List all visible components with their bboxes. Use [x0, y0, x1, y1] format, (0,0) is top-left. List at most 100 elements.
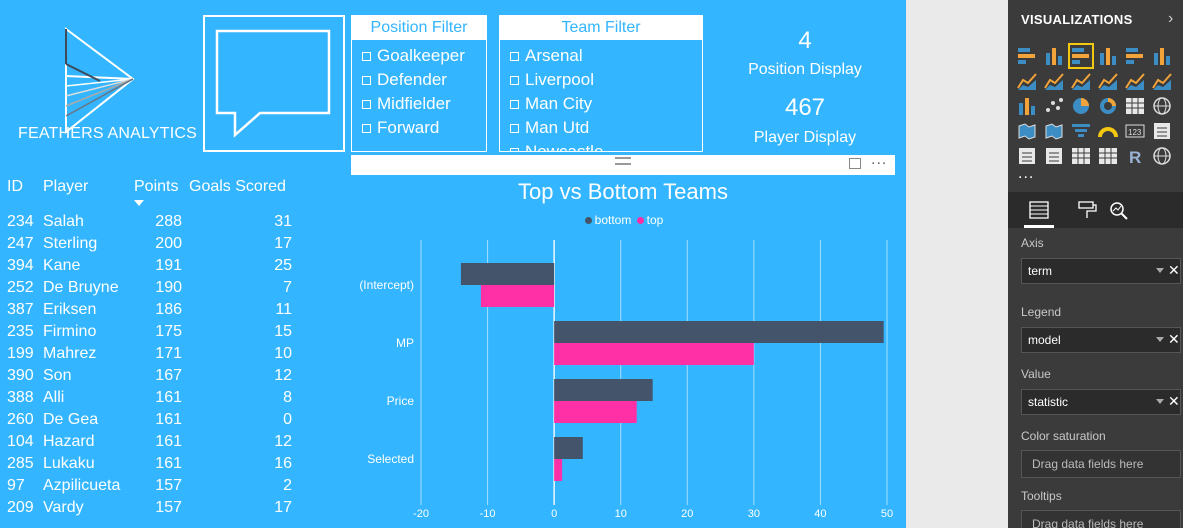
- legend-well[interactable]: model ✕: [1021, 327, 1181, 353]
- scatter-icon[interactable]: [1043, 95, 1065, 117]
- table-row[interactable]: 104 Hazard 161 12: [0, 431, 350, 453]
- table-row[interactable]: 390 Son 167 12: [0, 365, 350, 387]
- format-paint-roller-icon[interactable]: [1076, 200, 1098, 220]
- legend-field[interactable]: model: [1028, 333, 1061, 347]
- checkbox-icon[interactable]: [362, 51, 371, 61]
- legend-label-bottom[interactable]: bottom: [594, 213, 632, 227]
- kpi-icon[interactable]: [1016, 145, 1038, 167]
- line-chart-icon[interactable]: [1016, 70, 1038, 92]
- value-field[interactable]: statistic: [1028, 395, 1069, 409]
- column-header-goals[interactable]: Goals Scored: [189, 178, 286, 195]
- team-option-man-utd[interactable]: Man Utd: [510, 116, 702, 140]
- color-saturation-well[interactable]: Drag data fields here: [1021, 450, 1181, 478]
- column-header-id[interactable]: ID: [7, 178, 23, 195]
- bar-top-3[interactable]: [554, 459, 563, 481]
- table-row[interactable]: 97 Azpilicueta 157 2: [0, 475, 350, 497]
- checkbox-icon[interactable]: [510, 147, 519, 151]
- clustered-bar-icon[interactable]: [1068, 43, 1094, 69]
- chevron-down-icon[interactable]: [1156, 399, 1164, 404]
- column-header-points[interactable]: Points: [134, 178, 179, 195]
- axis-well[interactable]: term ✕: [1021, 258, 1181, 284]
- axis-field[interactable]: term: [1028, 264, 1052, 278]
- analytics-magnifier-icon[interactable]: [1108, 200, 1130, 220]
- donut-icon[interactable]: [1097, 95, 1119, 117]
- chevron-down-icon[interactable]: [1156, 337, 1164, 342]
- stacked-area-icon[interactable]: [1070, 70, 1092, 92]
- table-row[interactable]: 285 Lukaku 161 16: [0, 453, 350, 475]
- area-chart-icon[interactable]: [1043, 70, 1065, 92]
- table-icon[interactable]: [1070, 145, 1092, 167]
- slicer-icon[interactable]: [1043, 145, 1065, 167]
- table-row[interactable]: 252 De Bruyne 190 7: [0, 277, 350, 299]
- table-row[interactable]: 234 Salah 288 31: [0, 211, 350, 233]
- bar-top-2[interactable]: [554, 401, 637, 423]
- line-column-icon[interactable]: [1097, 70, 1119, 92]
- remove-field-icon[interactable]: ✕: [1168, 331, 1180, 347]
- checkbox-icon[interactable]: [510, 123, 519, 133]
- filled-map-icon[interactable]: [1016, 120, 1038, 142]
- fields-tab-icon[interactable]: [1028, 200, 1050, 220]
- drag-grip-icon[interactable]: [615, 157, 631, 165]
- checkbox-icon[interactable]: [362, 123, 371, 133]
- checkbox-icon[interactable]: [510, 51, 519, 61]
- table-row[interactable]: 260 De Gea 161 0: [0, 409, 350, 431]
- team-option-newcastle[interactable]: Newcastle: [510, 140, 702, 151]
- line-clustered-column-icon[interactable]: [1124, 70, 1146, 92]
- gauge-icon[interactable]: [1097, 120, 1119, 142]
- 100-stacked-bar-icon[interactable]: [1124, 45, 1146, 67]
- checkbox-icon[interactable]: [362, 75, 371, 85]
- table-row[interactable]: 235 Firmino 175 15: [0, 321, 350, 343]
- bar-bottom-0[interactable]: [460, 263, 555, 285]
- table-row[interactable]: 394 Kane 191 25: [0, 255, 350, 277]
- team-option-man-city[interactable]: Man City: [510, 92, 702, 116]
- value-well[interactable]: statistic ✕: [1021, 389, 1181, 415]
- multi-row-card-icon[interactable]: [1151, 120, 1173, 142]
- card-icon[interactable]: 123: [1124, 120, 1146, 142]
- funnel-icon[interactable]: [1070, 120, 1092, 142]
- checkbox-icon[interactable]: [362, 99, 371, 109]
- chevron-down-icon[interactable]: [1156, 268, 1164, 273]
- shape-map-icon[interactable]: [1043, 120, 1065, 142]
- collapse-chevron-icon[interactable]: ›: [1168, 10, 1174, 27]
- bar-bottom-2[interactable]: [554, 379, 653, 401]
- bar-top-0[interactable]: [480, 285, 555, 307]
- table-row[interactable]: 199 Mahrez 171 10: [0, 343, 350, 365]
- bar-bottom-1[interactable]: [554, 321, 884, 343]
- tooltips-well[interactable]: Drag data fields here: [1021, 510, 1181, 528]
- bar-bottom-3[interactable]: [554, 437, 583, 459]
- table-row[interactable]: 247 Sterling 200 17: [0, 233, 350, 255]
- sort-descending-icon[interactable]: [134, 200, 144, 206]
- clustered-column-icon[interactable]: [1097, 45, 1119, 67]
- stacked-bar-icon[interactable]: [1016, 45, 1038, 67]
- 100-stacked-column-icon[interactable]: [1151, 45, 1173, 67]
- r-visual-icon[interactable]: R: [1124, 145, 1146, 167]
- position-option-defender[interactable]: Defender: [362, 68, 486, 92]
- remove-field-icon[interactable]: ✕: [1168, 262, 1180, 278]
- waterfall-icon[interactable]: [1016, 95, 1038, 117]
- map-icon[interactable]: [1151, 95, 1173, 117]
- ribbon-chart-icon[interactable]: [1151, 70, 1173, 92]
- globe-icon[interactable]: [1151, 145, 1173, 167]
- stacked-column-icon[interactable]: [1043, 45, 1065, 67]
- position-option-midfielder[interactable]: Midfielder: [362, 92, 486, 116]
- legend-label-top[interactable]: top: [646, 213, 664, 227]
- table-row[interactable]: 209 Vardy 157 17: [0, 497, 350, 519]
- top-vs-bottom-chart[interactable]: ... -20 -10 0 10 20 30 40 50 (Intercept) MP Price S…: [351, 151, 895, 528]
- team-option-arsenal[interactable]: Arsenal: [510, 44, 702, 68]
- focus-mode-icon[interactable]: [849, 158, 861, 169]
- position-option-forward[interactable]: Forward: [362, 116, 486, 140]
- treemap-icon[interactable]: [1124, 95, 1146, 117]
- speech-bubble-visual[interactable]: [203, 15, 345, 152]
- position-option-goalkeeper[interactable]: Goalkeeper: [362, 44, 486, 68]
- bar-top-1[interactable]: [554, 343, 754, 365]
- pie-icon[interactable]: [1070, 95, 1092, 117]
- checkbox-icon[interactable]: [510, 75, 519, 85]
- more-options-icon[interactable]: ...: [871, 151, 888, 168]
- column-header-player[interactable]: Player: [43, 178, 89, 195]
- remove-field-icon[interactable]: ✕: [1168, 393, 1180, 409]
- checkbox-icon[interactable]: [510, 99, 519, 109]
- table-row[interactable]: 387 Eriksen 186 11: [0, 299, 350, 321]
- table-row[interactable]: 388 Alli 161 8: [0, 387, 350, 409]
- more-visuals-icon[interactable]: ...: [1018, 165, 1035, 182]
- team-option-liverpool[interactable]: Liverpool: [510, 68, 702, 92]
